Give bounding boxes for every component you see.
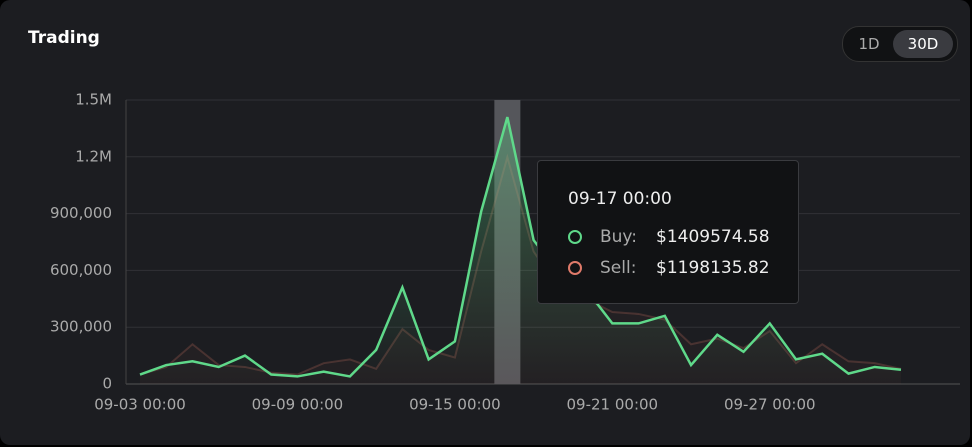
y-tick-label: 1.2M bbox=[75, 147, 112, 165]
tooltip-label: Buy: bbox=[600, 227, 637, 247]
tooltip-value: $1198135.82 bbox=[656, 258, 770, 278]
x-tick-label: 09-09 00:00 bbox=[252, 396, 344, 414]
x-tick-label: 09-03 00:00 bbox=[94, 396, 186, 414]
legend-dot bbox=[568, 230, 582, 244]
y-tick-label: 600,000 bbox=[50, 261, 112, 279]
range-button[interactable]: 1D bbox=[858, 35, 880, 53]
tooltip-value: $1409574.58 bbox=[656, 227, 770, 247]
y-tick-label: 0 bbox=[102, 375, 112, 393]
series-line bbox=[139, 116, 902, 378]
y-tick-label: 900,000 bbox=[50, 204, 112, 222]
y-tick-label: 1.5M bbox=[75, 91, 112, 109]
legend-dot bbox=[568, 261, 582, 275]
card-title: Trading bbox=[28, 28, 100, 48]
x-tick-label: 09-15 00:00 bbox=[409, 396, 501, 414]
tooltip: 09-17 00:00 Buy: $1409574.58 Sell: $1198135.… bbox=[537, 160, 799, 304]
range-button[interactable]: 30D bbox=[893, 30, 953, 58]
tooltip-label: Sell: bbox=[600, 258, 637, 278]
range-toggle: 1D 30D bbox=[842, 26, 958, 62]
y-tick-label: 300,000 bbox=[50, 318, 112, 336]
x-tick-label: 09-27 00:00 bbox=[724, 396, 816, 414]
series-area bbox=[140, 117, 901, 384]
tooltip-title: 09-17 00:00 bbox=[568, 189, 672, 209]
x-tick-label: 09-21 00:00 bbox=[567, 396, 659, 414]
